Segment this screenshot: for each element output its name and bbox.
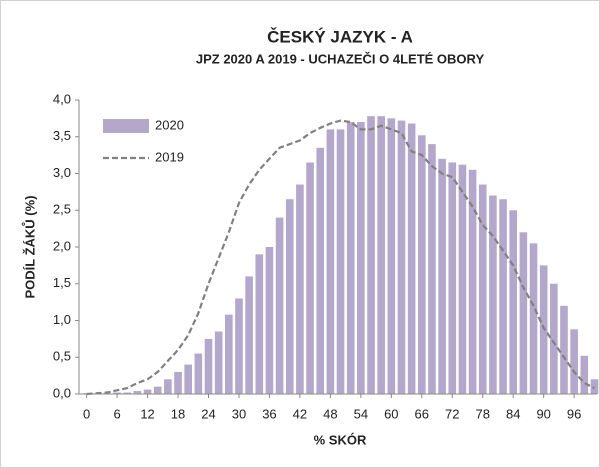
bar	[499, 199, 507, 394]
bar	[407, 123, 416, 395]
x-tick-label: 48	[323, 406, 337, 421]
bar	[417, 135, 426, 394]
bar	[296, 184, 304, 394]
chart-title: ČESKÝ JAZYK - A	[267, 27, 413, 46]
legend-label: 2019	[155, 149, 184, 164]
bar	[255, 254, 264, 394]
bar	[326, 129, 335, 394]
bar	[265, 247, 274, 394]
bar	[316, 147, 325, 394]
x-tick-label: 36	[262, 406, 276, 421]
x-tick-label: 42	[293, 406, 307, 421]
bar	[153, 386, 162, 394]
x-tick-label: 6	[113, 406, 120, 421]
x-tick-label: 72	[445, 406, 459, 421]
bar	[448, 162, 457, 394]
bar	[397, 120, 406, 394]
bar	[285, 199, 294, 394]
bar	[133, 391, 142, 394]
bar	[143, 389, 152, 394]
x-tick-label: 90	[536, 406, 550, 421]
bar	[590, 379, 599, 394]
x-tick-label: 30	[232, 406, 246, 421]
bar	[346, 122, 355, 395]
bar	[214, 331, 223, 394]
legend-swatch	[103, 119, 149, 133]
bar	[184, 364, 192, 394]
bar	[478, 184, 487, 394]
chart-subtitle: JPZ 2020 A 2019 - UCHAZEČI O 4LETÉ OBORY	[196, 51, 485, 66]
bar	[357, 122, 365, 395]
bar	[428, 144, 436, 394]
bar	[245, 276, 253, 394]
bar	[336, 129, 345, 394]
bar	[377, 116, 385, 395]
bar	[529, 243, 538, 394]
x-tick-label: 24	[201, 406, 215, 421]
bar	[204, 338, 213, 394]
x-axis-label: % SKÓR	[314, 432, 367, 447]
x-tick-label: 78	[476, 406, 490, 421]
bar	[519, 232, 528, 394]
bar	[174, 371, 182, 394]
bar	[164, 379, 172, 394]
bar	[489, 195, 497, 394]
bar	[458, 164, 467, 394]
bar	[235, 298, 243, 394]
line	[86, 119, 595, 396]
bar	[194, 353, 203, 394]
y-tick-label: 4,0	[53, 91, 71, 106]
bar	[275, 217, 284, 394]
x-tick-label: 66	[415, 406, 429, 421]
y-tick-label: 0,0	[53, 385, 71, 400]
bar	[509, 210, 518, 394]
bar	[570, 329, 578, 394]
y-tick-label: 2,5	[53, 202, 71, 217]
bar	[550, 283, 558, 394]
y-tick-label: 1,0	[53, 312, 71, 327]
x-tick-label: 0	[83, 406, 90, 421]
bar	[123, 392, 132, 394]
y-axis-label: PODÍL ŽÁKŮ (%)	[21, 195, 37, 298]
bar	[468, 169, 477, 394]
y-tick-label: 3,0	[53, 165, 71, 180]
bar	[306, 162, 314, 394]
bar	[560, 305, 568, 394]
bar	[113, 392, 121, 394]
y-tick-label: 3,5	[53, 128, 71, 143]
bar	[387, 118, 396, 394]
bar	[367, 116, 375, 395]
x-tick-label: 12	[140, 406, 154, 421]
bar	[580, 355, 589, 394]
legend-label: 2020	[155, 117, 184, 132]
bar	[225, 314, 233, 394]
y-tick-label: 0,5	[53, 349, 71, 364]
x-tick-label: 96	[567, 406, 581, 421]
y-tick-label: 2,0	[53, 238, 71, 253]
y-tick-label: 1,5	[53, 275, 71, 290]
x-tick-label: 18	[171, 406, 185, 421]
x-tick-label: 84	[506, 406, 520, 421]
x-tick-label: 60	[384, 406, 398, 421]
bar	[438, 158, 446, 394]
x-tick-label: 54	[354, 406, 368, 421]
